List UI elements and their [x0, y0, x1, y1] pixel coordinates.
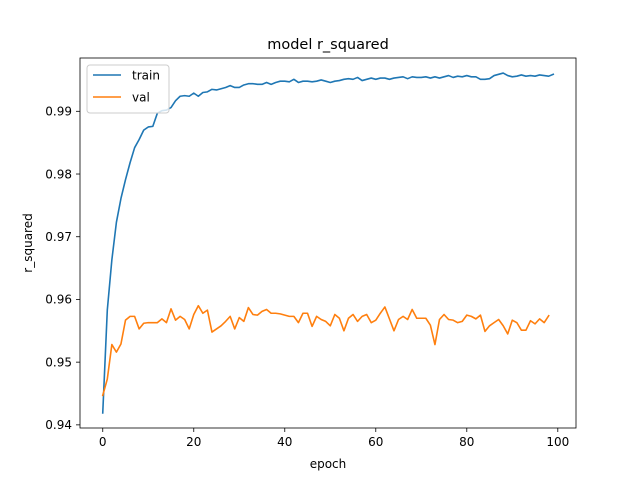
legend-box — [86, 64, 170, 114]
x-axis-ticks: 0 20 40 60 80 100 — [99, 428, 569, 449]
series-lines — [101, 72, 555, 414]
series-line-val — [101, 304, 550, 397]
y-tick-label: 0.98 — [45, 167, 72, 181]
series-line-train — [101, 72, 555, 414]
x-tick-label: 80 — [459, 435, 474, 449]
y-tick-label: 0.95 — [45, 355, 72, 369]
y-tick-label: 0.97 — [45, 230, 72, 244]
y-tick-label: 0.99 — [45, 105, 72, 119]
x-axis-label: epoch — [310, 457, 347, 471]
x-tick-label: 60 — [368, 435, 383, 449]
y-axis-label: r_squared — [21, 213, 35, 272]
x-tick-label: 100 — [546, 435, 569, 449]
y-tick-label: 0.94 — [45, 418, 72, 432]
chart-title: model r_squared — [267, 37, 389, 53]
x-tick-label: 0 — [99, 435, 107, 449]
legend-label-val: val — [132, 91, 150, 105]
y-axis-ticks: 0.94 0.95 0.96 0.97 0.98 0.99 — [45, 105, 80, 432]
x-tick-label: 20 — [186, 435, 201, 449]
x-tick-label: 40 — [277, 435, 292, 449]
y-tick-label: 0.96 — [45, 293, 72, 307]
axes-frame — [79, 57, 577, 429]
legend-label-train: train — [132, 69, 160, 83]
legend: train val — [86, 64, 170, 114]
